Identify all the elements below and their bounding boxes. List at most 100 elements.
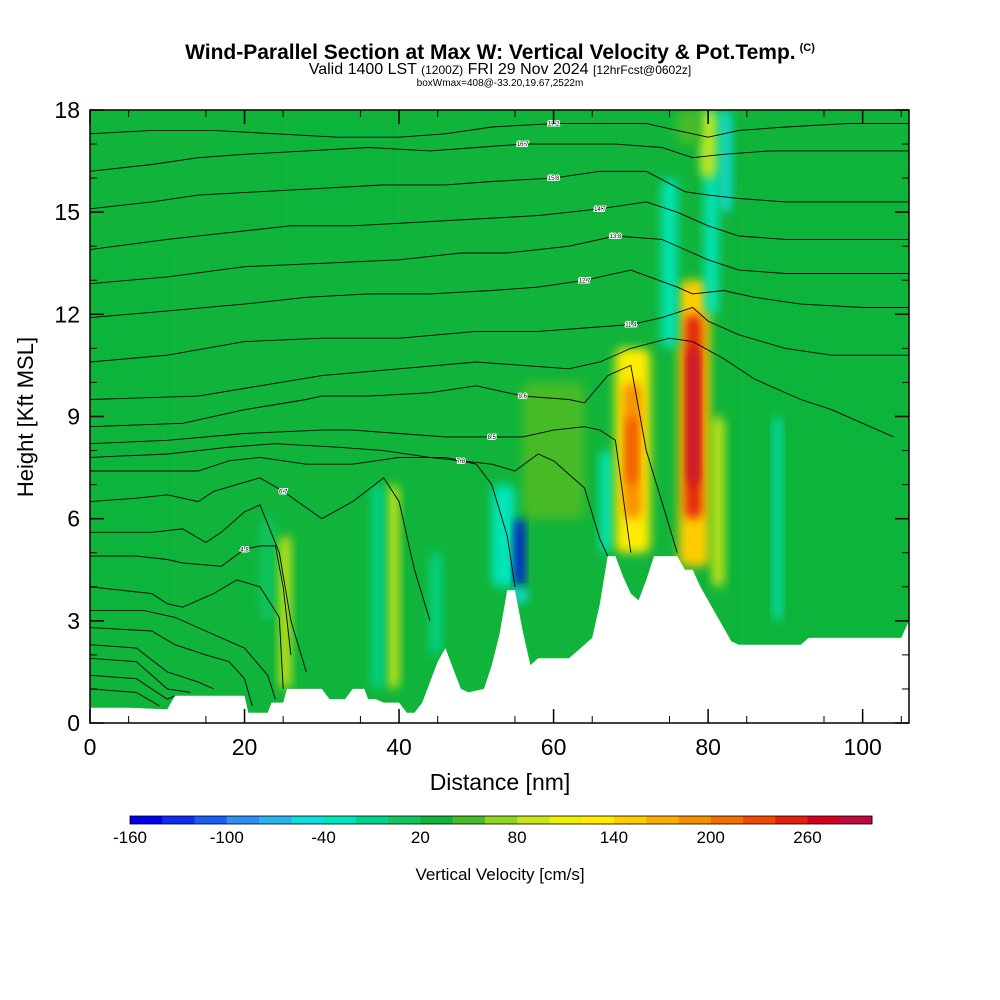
chart-title: Wind-Parallel Section at Max W: Vertical… (0, 36, 1000, 65)
theta-contour (90, 269, 909, 319)
theta-contour (90, 504, 307, 673)
y-tick-label: 12 (54, 301, 80, 327)
x-axis-label: Distance [nm] (430, 769, 571, 795)
terrain-mask (90, 556, 909, 723)
theta-contour (90, 674, 176, 700)
y-tick-label: 0 (67, 710, 80, 736)
colorbar-swatch (323, 816, 357, 824)
colorbar-swatch (420, 816, 454, 824)
velocity-cell (372, 484, 385, 689)
colorbar-swatch (452, 816, 486, 824)
colorbar-swatch (194, 816, 228, 824)
theta-contour (90, 235, 909, 285)
colorbar-swatch (291, 816, 325, 824)
velocity-cell (677, 110, 701, 145)
contour-label: 9.6 (519, 394, 528, 400)
contour-label: 12.7 (579, 278, 591, 284)
colorbar-swatch (130, 816, 163, 824)
velocity-cell (283, 110, 392, 247)
x-tick-label: 0 (84, 734, 97, 760)
box-wmax-note: boxWmax=408@-33.20,19.67,2522m (416, 78, 584, 89)
x-tick-label: 60 (541, 734, 567, 760)
colorbar-swatch (549, 816, 583, 824)
theta-contour (90, 644, 214, 690)
colorbar-tick-label: -100 (210, 828, 244, 847)
colorbar-swatch (162, 816, 196, 824)
colorbar-swatch (259, 816, 292, 824)
valid-time-line: Valid 1400 LST (1200Z) FRI 29 Nov 2024 [… (0, 61, 1000, 79)
velocity-cell (700, 110, 716, 179)
velocity-cell (599, 450, 613, 553)
velocity-cell (626, 416, 637, 485)
velocity-cell (522, 382, 585, 519)
colorbar-swatch (226, 816, 260, 824)
y-axis-label: Height [Kft MSL] (13, 337, 38, 497)
contour-label: 17.2 (548, 122, 560, 128)
theta-contour (90, 337, 894, 438)
colorbar-swatch (807, 816, 841, 824)
colorbar-swatch (775, 816, 808, 824)
theta-contour (90, 306, 909, 363)
colorbar-tick-label: 80 (508, 828, 527, 847)
theta-contour (90, 364, 678, 553)
theta-contour (90, 201, 909, 251)
theta-contour (90, 627, 253, 707)
y-tick-label: 9 (67, 404, 80, 430)
contour-label: 4.8 (240, 547, 249, 553)
colorbar-tick-label: 140 (600, 828, 628, 847)
theta-contour (90, 579, 284, 689)
colorbar-swatch (388, 816, 421, 824)
theta-contour (90, 456, 516, 587)
velocity-cell (429, 552, 442, 655)
theta-contour (90, 545, 292, 655)
y-tick-label: 18 (54, 97, 80, 123)
colorbar-tick-label: 200 (697, 828, 725, 847)
velocity-cell (661, 178, 678, 349)
theta-contour (90, 170, 909, 210)
theta-contour (90, 688, 160, 707)
theta-contour (90, 426, 632, 553)
velocity-cell (711, 416, 725, 587)
x-tick-label: 40 (386, 734, 412, 760)
x-tick-label: 20 (232, 734, 258, 760)
y-tick-label: 15 (54, 199, 80, 225)
colorbar-swatch (517, 816, 550, 824)
colorbar-swatch (678, 816, 712, 824)
velocity-cell (279, 535, 291, 689)
velocity-cell (491, 484, 515, 587)
potential-temperature-contours: 4.8 6.7 7.8 8.5 9.6 11.4 12.7 13.8 14.7 15.8 16.7 1… (90, 121, 909, 707)
colorbar-swatch (581, 816, 615, 824)
axes: 0 20 40 60 80 100 0 3 6 9 12 15 18 (54, 97, 909, 760)
colorbar: -160 -100 -40 20 80 140 200 260 (113, 815, 873, 847)
velocity-cell (514, 518, 525, 587)
valid-date: FRI 29 Nov 2024 (467, 61, 589, 78)
copyright-mark: (C) (799, 42, 815, 54)
colorbar-swatch (355, 816, 389, 824)
colorbar-tick-label: -160 (113, 828, 147, 847)
colorbar-swatch (839, 816, 873, 824)
colorbar-swatch (484, 816, 518, 824)
velocity-cell (90, 246, 168, 621)
velocity-cell (513, 586, 528, 604)
theta-contour (90, 657, 191, 693)
velocity-cell (387, 484, 400, 689)
velocity-cell (259, 518, 276, 621)
colorbar-tick-label: -40 (311, 828, 336, 847)
theta-contour (90, 477, 431, 621)
x-tick-label: 80 (695, 734, 721, 760)
forecast-tag: [12hrFcst@0602z] (593, 63, 692, 77)
theta-contour (90, 443, 609, 557)
colorbar-swatch (613, 816, 647, 824)
theta-contour (90, 610, 276, 700)
terrain-profile (90, 556, 909, 723)
valid-time-utc: (1200Z) (421, 63, 464, 77)
velocity-cell (739, 178, 909, 723)
velocity-field (90, 110, 909, 723)
contour-label: 6.7 (279, 489, 288, 495)
colorbar-swatch (742, 816, 776, 824)
y-tick-label: 3 (67, 608, 80, 634)
contour-label: 15.8 (548, 176, 560, 182)
colorbar-frame (129, 815, 873, 825)
colorbar-swatch (646, 816, 679, 824)
